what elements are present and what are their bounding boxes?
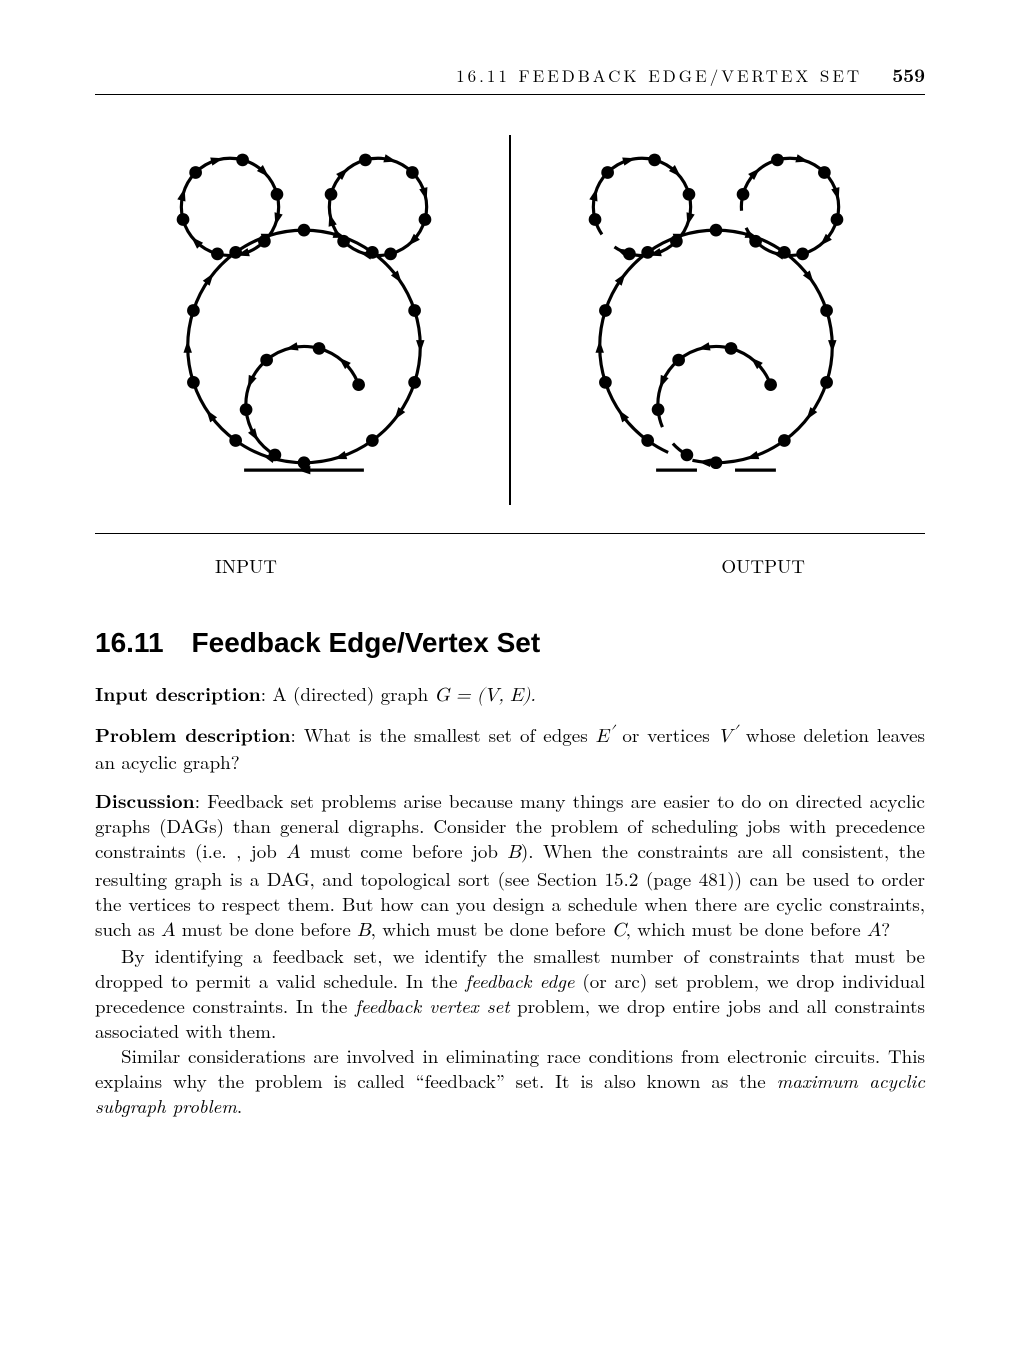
input-label: INPUT [215, 552, 277, 579]
figure-rule [95, 533, 925, 534]
header-section: 16.11 FEEDBACK EDGE/VERTEX SET [456, 63, 862, 87]
header-page-number: 559 [892, 60, 925, 88]
V-prime: V′ [718, 727, 738, 746]
input-description: Input description: A (directed) graph G … [95, 681, 925, 708]
input-desc-body: : A (directed) graph [261, 680, 435, 707]
E-prime: E′ [596, 727, 615, 746]
discussion-p1: Discussion: Feedback set problems arise … [95, 788, 925, 942]
body-text: Input description: A (directed) graph G … [95, 681, 925, 1118]
discussion-p2: By identifying a feedback set, we identi… [95, 943, 925, 1043]
figure-area [95, 135, 925, 505]
section-number: 16.11 [95, 627, 164, 658]
discussion-label: Discussion [95, 786, 195, 814]
problem-desc-label: Problem description [95, 720, 291, 748]
running-header: 16.11 FEEDBACK EDGE/VERTEX SET 559 [95, 60, 925, 95]
figure-io-labels: INPUT OUTPUT [95, 544, 925, 579]
input-graph-svg [119, 135, 489, 505]
figure-separator [509, 135, 511, 505]
problem-description: Problem description: What is the smalles… [95, 722, 925, 774]
section-title: Feedback Edge/Vertex Set [192, 627, 541, 658]
input-desc-label: Input description [95, 679, 261, 707]
problem-desc-prefix: : What is the smallest set of edges [291, 721, 596, 748]
input-desc-math: G = (V, E). [435, 686, 536, 705]
output-label: OUTPUT [721, 552, 805, 579]
problem-desc-mid: or vertices [614, 721, 717, 748]
section-heading: 16.11 Feedback Edge/Vertex Set [95, 627, 925, 659]
discussion-p3: Similar considerations are involved in e… [95, 1043, 925, 1118]
output-graph-svg [531, 135, 901, 505]
